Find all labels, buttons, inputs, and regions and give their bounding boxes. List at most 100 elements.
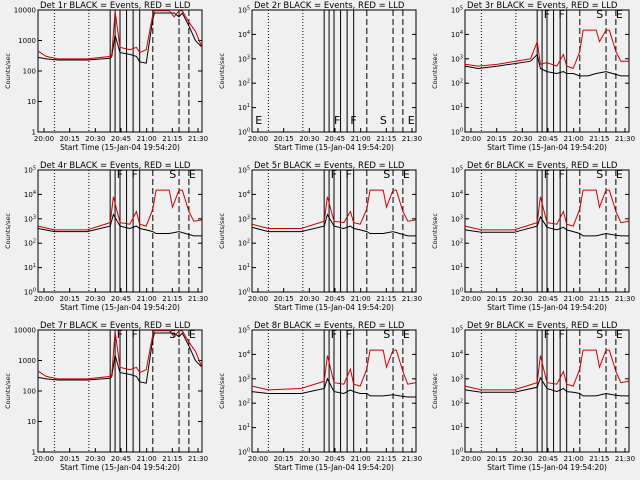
tick-exponent: 4 <box>460 30 463 36</box>
y-tick-label: 105 <box>451 326 463 335</box>
tick-exponent: 3 <box>247 214 250 220</box>
tick-exponent: 4 <box>247 190 250 196</box>
tick-exponent: 3 <box>247 54 250 60</box>
x-tick-label: 20:15 <box>487 135 507 143</box>
series-line-events <box>251 213 416 237</box>
x-tick-label: 21:30 <box>402 135 422 143</box>
y-tick-label: 102 <box>24 239 36 248</box>
y-axis-label: Counts/sec <box>4 213 12 249</box>
x-tick-label: 20:00 <box>248 455 268 463</box>
panel-title: Det 1r BLACK = Events, RED = LLD <box>40 1 191 11</box>
y-tick-label: 10000 <box>14 327 36 335</box>
series-line-lld <box>251 189 417 229</box>
tick-exponent: 2 <box>460 239 463 245</box>
x-tick-label: 20:30 <box>512 295 532 303</box>
y-axis-label: Counts/sec <box>218 373 226 409</box>
x-tick-label: 21:00 <box>351 455 371 463</box>
y-tick-label: 100 <box>238 448 250 457</box>
event-marker: S <box>596 328 603 341</box>
event-marker: F <box>131 168 137 181</box>
x-tick-label: 21:15 <box>162 135 182 143</box>
event-marker: S <box>383 168 390 181</box>
tick-exponent: 3 <box>33 214 36 220</box>
y-tick-label: 101 <box>238 103 250 112</box>
y-tick-label: 101 <box>451 423 463 432</box>
event-marker: S <box>169 168 176 181</box>
y-tick-label: 101 <box>451 103 463 112</box>
y-tick-label: 105 <box>238 326 250 335</box>
x-axis-label: Start Time (15-Jan-04 19:54:20) <box>60 143 180 152</box>
event-marker: F <box>558 328 564 341</box>
y-tick-label: 104 <box>451 30 463 39</box>
x-tick-label: 20:45 <box>538 295 558 303</box>
event-marker: F <box>544 168 550 181</box>
event-marker: S <box>383 328 390 341</box>
event-marker: F <box>350 114 356 127</box>
panel-det-4: Det 4r BLACK = Events, RED = LLD10010110… <box>4 161 208 312</box>
tick-exponent: 5 <box>247 326 250 332</box>
y-tick-label: 101 <box>238 423 250 432</box>
series-line-lld <box>464 29 629 70</box>
x-tick-label: 20:45 <box>325 295 345 303</box>
x-tick-label: 21:30 <box>615 455 635 463</box>
tick-exponent: 0 <box>460 128 463 134</box>
tick-exponent: 0 <box>460 448 463 454</box>
event-marker: E <box>189 328 196 341</box>
x-axis-label: Start Time (15-Jan-04 19:54:20) <box>487 143 607 152</box>
x-axis-label: Start Time (15-Jan-04 19:54:20) <box>274 303 394 312</box>
x-axis-label: Start Time (15-Jan-04 19:54:20) <box>60 303 180 312</box>
event-marker: E <box>616 168 623 181</box>
x-tick-label: 20:00 <box>34 135 54 143</box>
y-tick-label: 103 <box>451 374 463 383</box>
tick-exponent: 3 <box>460 54 463 60</box>
event-marker: S <box>380 114 387 127</box>
event-marker: F <box>117 328 123 341</box>
event-marker: E <box>403 168 410 181</box>
y-tick-label: 104 <box>238 30 250 39</box>
y-tick-label: 102 <box>238 399 250 408</box>
x-tick-label: 20:15 <box>60 135 80 143</box>
tick-exponent: 1 <box>247 423 250 429</box>
series-line-events <box>37 12 203 64</box>
y-tick-label: 105 <box>451 6 463 15</box>
tick-exponent: 5 <box>33 166 36 172</box>
event-marker: F <box>544 8 550 21</box>
tick-exponent: 0 <box>247 128 250 134</box>
x-tick-label: 21:00 <box>137 135 157 143</box>
x-tick-label: 21:15 <box>589 295 609 303</box>
x-tick-label: 20:30 <box>85 455 105 463</box>
x-tick-label: 21:00 <box>564 135 584 143</box>
x-tick-label: 20:15 <box>274 135 294 143</box>
x-tick-label: 20:30 <box>299 135 319 143</box>
x-tick-label: 21:30 <box>188 295 208 303</box>
x-tick-label: 20:30 <box>512 135 532 143</box>
panel-title: Det 5r BLACK = Events, RED = LLD <box>254 161 405 171</box>
panel-title: Det 9r BLACK = Events, RED = LLD <box>467 321 618 331</box>
y-axis-label: Counts/sec <box>218 53 226 89</box>
series-line-events <box>464 376 629 397</box>
series-line-lld <box>464 189 630 231</box>
x-tick-label: 20:30 <box>85 135 105 143</box>
x-axis-label: Start Time (15-Jan-04 19:54:20) <box>274 143 394 152</box>
series-line-lld <box>37 330 203 380</box>
event-marker: E <box>616 328 623 341</box>
x-tick-label: 21:00 <box>351 295 371 303</box>
event-marker: F <box>544 328 550 341</box>
x-tick-label: 21:15 <box>589 455 609 463</box>
x-axis-label: Start Time (15-Jan-04 19:54:20) <box>487 303 607 312</box>
y-tick-label: 100 <box>451 128 463 137</box>
y-tick-label: 101 <box>238 263 250 272</box>
y-axis-label: Counts/sec <box>4 373 12 409</box>
y-tick-label: 105 <box>24 166 36 175</box>
x-axis-label: Start Time (15-Jan-04 19:54:20) <box>274 463 394 472</box>
x-tick-label: 21:30 <box>615 295 635 303</box>
y-tick-label: 100 <box>451 448 463 457</box>
tick-exponent: 3 <box>460 214 463 220</box>
panel-det-2: Det 2r BLACK = Events, RED = LLD10010110… <box>218 1 422 152</box>
tick-exponent: 5 <box>460 326 463 332</box>
x-tick-label: 20:30 <box>85 295 105 303</box>
panel-title: Det 2r BLACK = Events, RED = LLD <box>254 1 405 11</box>
x-tick-label: 21:15 <box>376 135 396 143</box>
y-tick-label: 100 <box>23 388 36 396</box>
